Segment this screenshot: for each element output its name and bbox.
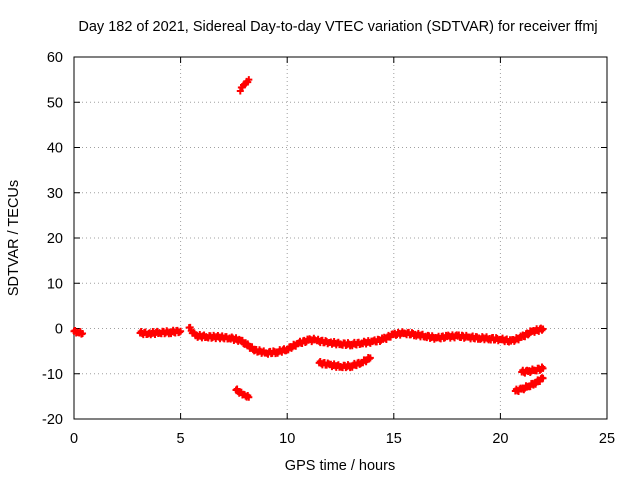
series-arc-8 — [518, 363, 547, 377]
data-point — [177, 327, 185, 335]
x-tick-label: 15 — [386, 431, 402, 447]
series-arc-9 — [511, 374, 547, 396]
data-point — [79, 329, 87, 337]
data-point — [539, 374, 547, 382]
y-tick-label: 50 — [47, 95, 63, 111]
series-arc-7 — [313, 324, 547, 350]
series-arc-5 — [232, 385, 253, 401]
y-tick-label: -20 — [42, 412, 63, 428]
x-tick-label: 25 — [599, 431, 615, 447]
grid — [74, 57, 607, 419]
data-point-fill — [538, 326, 546, 334]
series-arc-2 — [136, 326, 185, 339]
y-tick-label: 10 — [47, 276, 63, 292]
y-tick-label: 30 — [47, 186, 63, 202]
y-tick-label: -10 — [42, 367, 63, 383]
y-axis: -20 -10 0 10 20 30 40 50 60 — [42, 50, 607, 428]
series-arc-6 — [315, 353, 374, 372]
chart-title: Day 182 of 2021, Sidereal Day-to-day VTE… — [78, 19, 597, 35]
y-tick-label: 60 — [47, 50, 63, 66]
y-axis-label: SDTVAR / TECUs — [6, 180, 22, 296]
data-points — [70, 76, 547, 401]
data-point-fill — [538, 363, 546, 371]
x-tick-label: 5 — [177, 431, 185, 447]
x-tick-label: 20 — [492, 431, 508, 447]
data-point — [539, 364, 547, 372]
data-point — [539, 325, 547, 333]
y-tick-label: 40 — [47, 141, 63, 157]
series-arc-3 — [185, 323, 319, 358]
data-point — [366, 354, 374, 362]
series-arc-1 — [70, 327, 87, 338]
x-tick-label: 10 — [279, 431, 295, 447]
data-point — [245, 393, 253, 401]
series-arc-4 — [236, 76, 253, 95]
data-point — [236, 87, 244, 95]
x-axis-label: GPS time / hours — [285, 458, 395, 474]
y-tick-label: 0 — [55, 322, 63, 338]
y-tick-label: 20 — [47, 231, 63, 247]
data-point — [245, 76, 253, 84]
x-tick-label: 0 — [70, 431, 78, 447]
x-axis: 0 5 10 15 20 25 — [70, 57, 615, 447]
